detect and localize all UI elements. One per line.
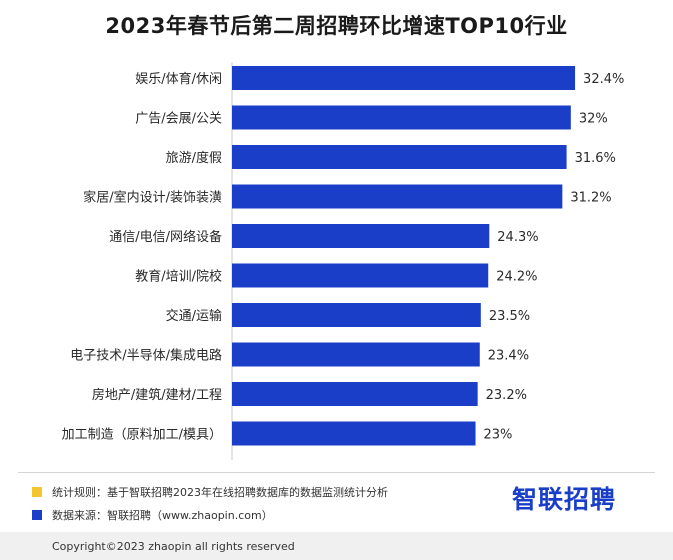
value-label: 31.2% [570, 191, 611, 206]
category-label: 房地产/建筑/建材/工程 [92, 387, 222, 403]
source-text: 数据来源：智联招聘（www.zhaopin.com） [52, 509, 273, 522]
value-label: 23.4% [488, 349, 529, 364]
value-label: 23.2% [486, 388, 527, 403]
chart-title: 2023年春节后第二周招聘环比增速TOP10行业 [105, 14, 568, 38]
value-label: 31.6% [575, 151, 616, 166]
bars-group: 娱乐/体育/休闲 32.4% 广告/会展/公关 32% 旅游/度假 31.6% 家居/室内设… [62, 66, 624, 446]
category-label: 教育/培训/院校 [135, 269, 222, 285]
value-label: 24.2% [496, 270, 537, 285]
rule-text: 统计规则：基于智联招聘2023年在线招聘数据库的数据监测统计分析 [52, 486, 388, 499]
bar [232, 263, 489, 288]
category-label: 旅游/度假 [166, 150, 222, 166]
category-label: 通信/电信/网络设备 [109, 229, 222, 245]
bar [232, 224, 490, 248]
copyright-text: Copyright©2023 zhaopin all rights reserv… [52, 540, 295, 553]
bar [232, 105, 571, 130]
category-label: 家居/室内设计/装饰装潢 [83, 190, 222, 206]
bar [232, 145, 567, 169]
source-note: 数据来源：智联招聘（www.zhaopin.com） [32, 507, 273, 523]
category-label: 交通/运输 [166, 308, 222, 324]
footer-divider [18, 472, 655, 473]
category-label: 加工制造（原料加工/模具） [62, 428, 222, 443]
category-label: 广告/会展/公关 [135, 112, 222, 127]
bar [232, 382, 478, 406]
value-label: 32.4% [583, 72, 624, 87]
source-swatch [32, 510, 42, 520]
copyright-bar [0, 532, 673, 560]
value-label: 32% [579, 112, 608, 127]
bar [232, 303, 481, 327]
value-label: 23% [484, 428, 513, 443]
bar [232, 421, 476, 446]
zhaopin-logo: 智联招聘 [512, 485, 617, 514]
value-label: 23.5% [489, 309, 530, 324]
bar [232, 66, 576, 90]
rule-note: 统计规则：基于智联招聘2023年在线招聘数据库的数据监测统计分析 [32, 484, 388, 500]
rule-swatch [32, 487, 42, 497]
bar [232, 184, 563, 209]
bar [232, 342, 480, 367]
category-label: 娱乐/体育/休闲 [135, 71, 222, 87]
category-label: 电子技术/半导体/集成电路 [70, 348, 222, 364]
bar-chart: 娱乐/体育/休闲 32.4% 广告/会展/公关 32% 旅游/度假 31.6% 家居/室内设… [62, 62, 624, 460]
value-label: 24.3% [497, 230, 538, 245]
